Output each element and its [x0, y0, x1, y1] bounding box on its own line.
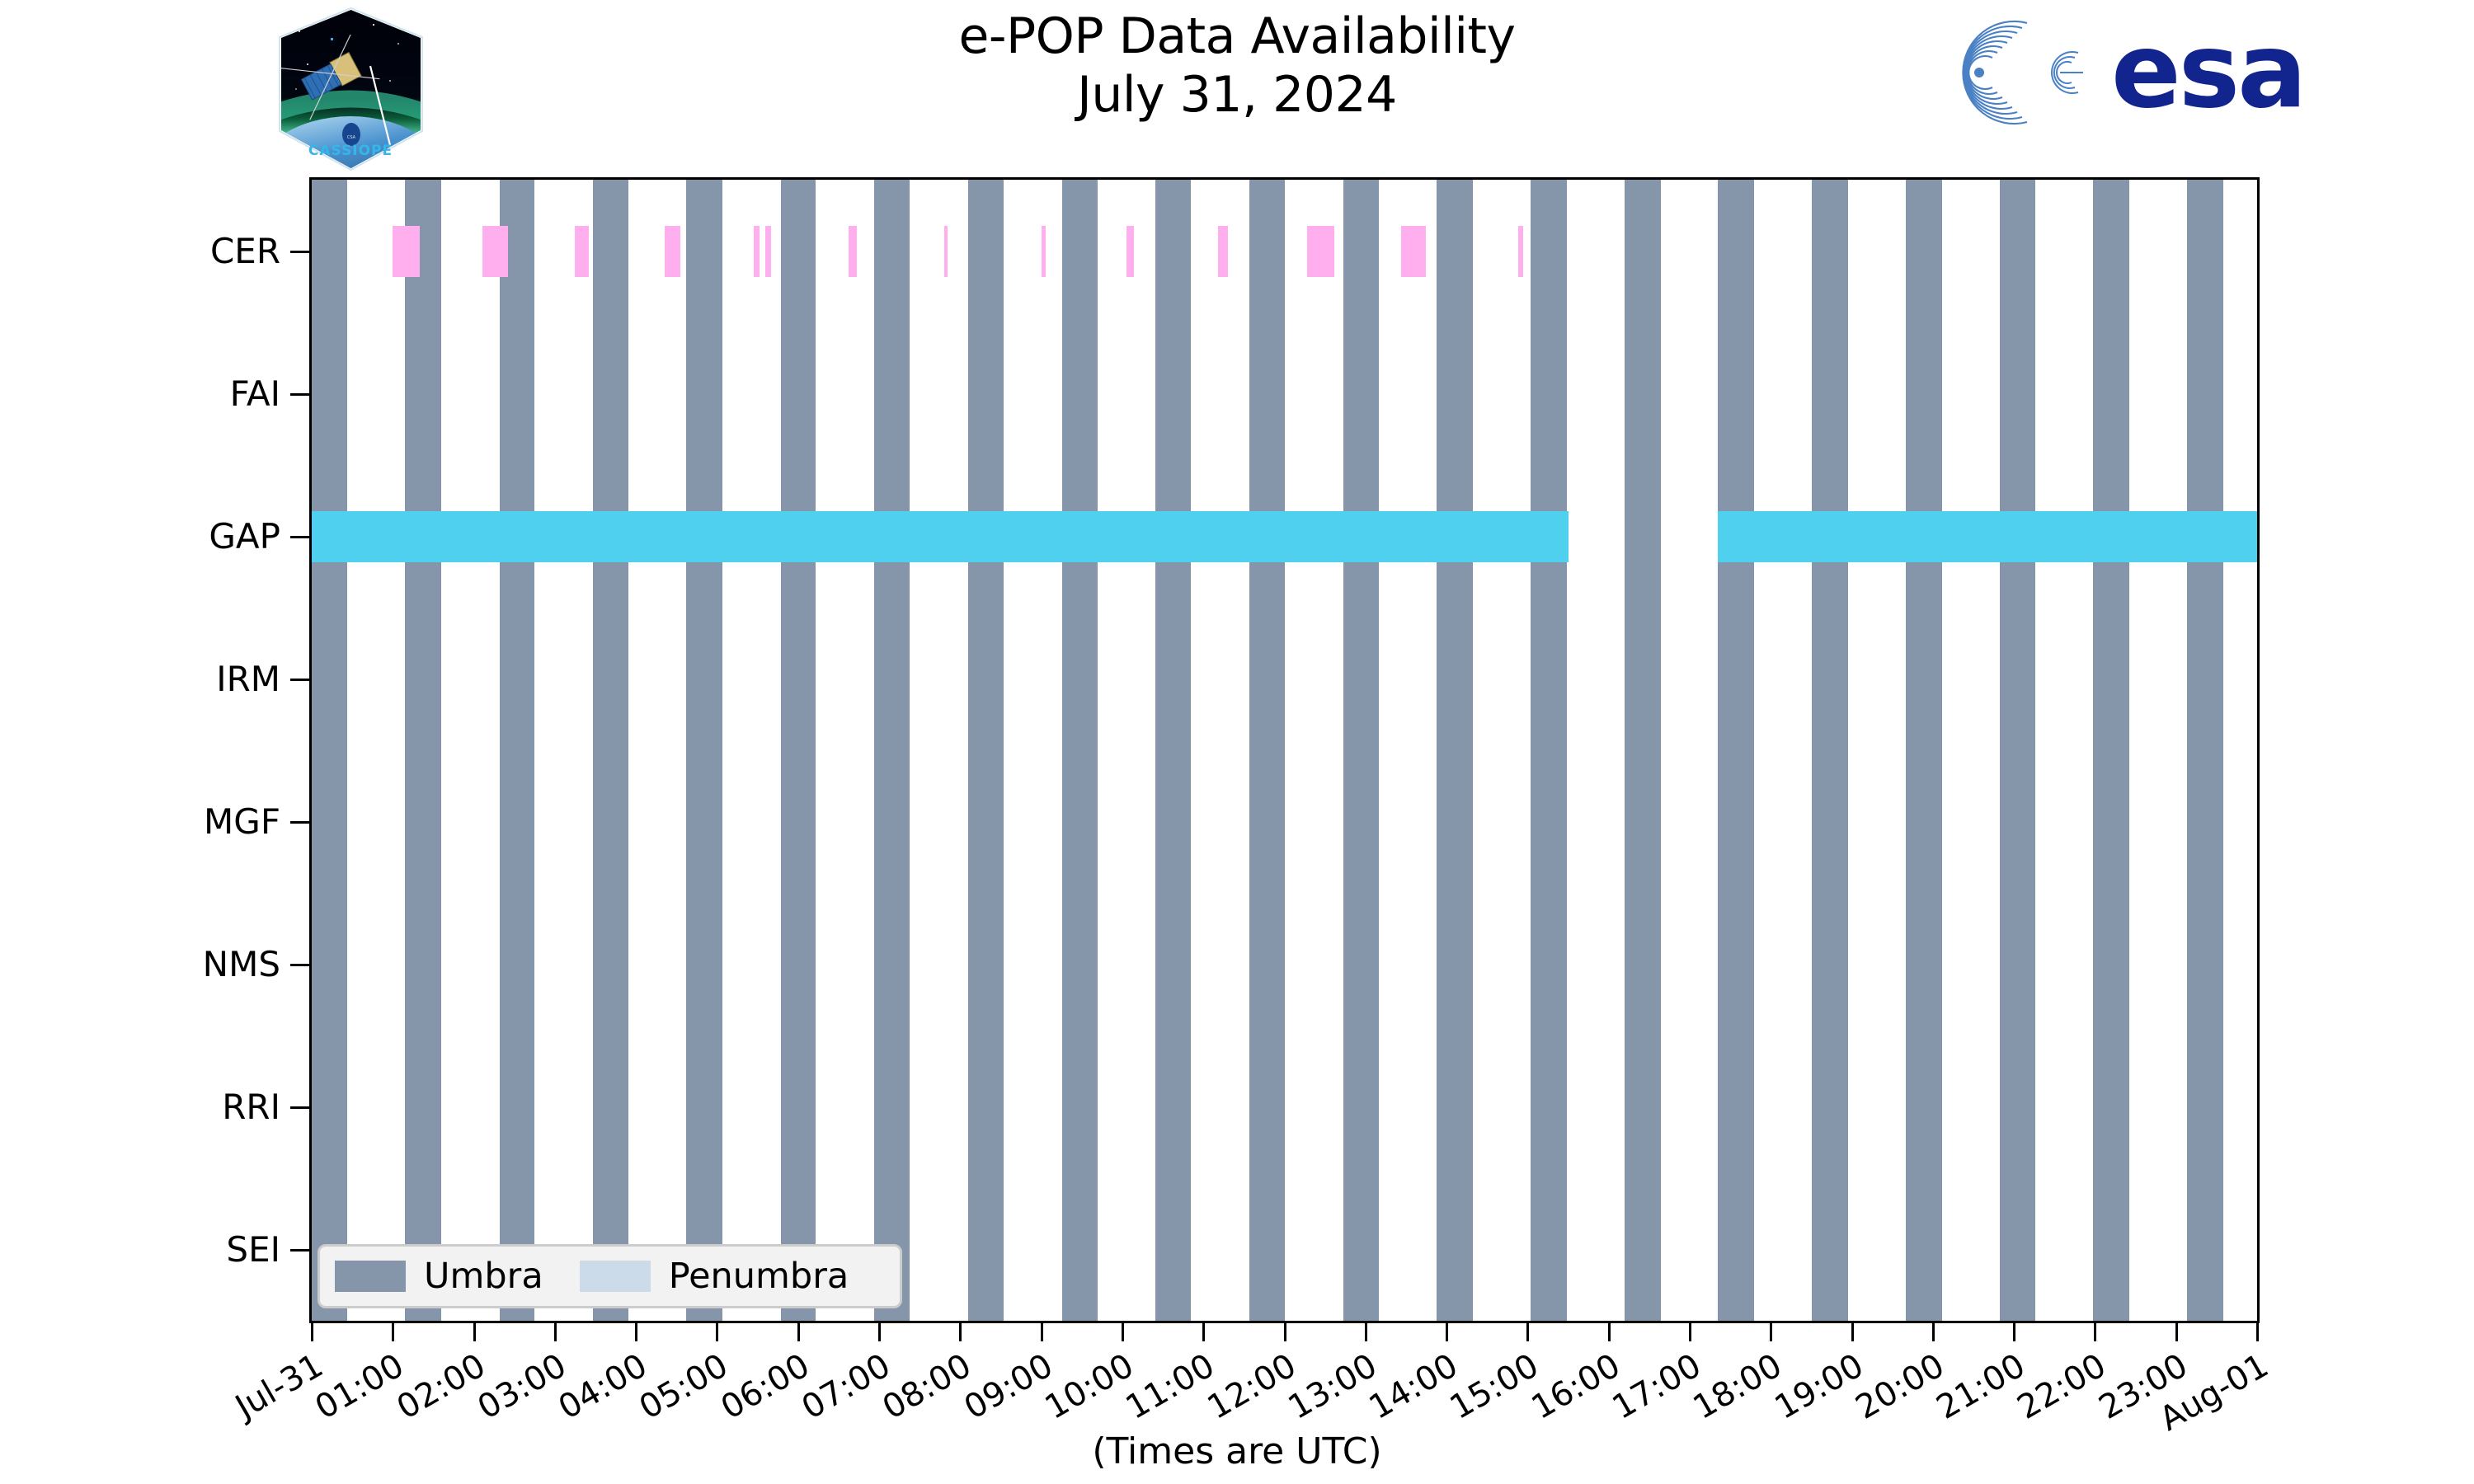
- x-tick-mark: [473, 1323, 476, 1341]
- umbra-band: [968, 180, 1004, 1321]
- y-tick-label-sei: SEI: [226, 1228, 280, 1270]
- data-interval-cer: [575, 225, 590, 277]
- x-tick-mark: [878, 1323, 882, 1341]
- umbra-band: [1531, 180, 1567, 1321]
- data-interval-cer: [1401, 225, 1426, 277]
- umbra-band: [781, 180, 816, 1321]
- page-header: CSA CASSIOPE e-POP Data Availability Jul…: [0, 0, 2474, 177]
- umbra-band: [1343, 180, 1380, 1321]
- x-tick-mark: [2256, 1323, 2259, 1341]
- page-title: e-POP Data Availability July 31, 2024: [577, 7, 1897, 124]
- y-tick-mark: [290, 820, 309, 824]
- x-tick-mark: [1688, 1323, 1691, 1341]
- umbra-band: [1155, 180, 1192, 1321]
- y-tick-label-irm: IRM: [216, 658, 280, 699]
- y-tick-label-nms: NMS: [202, 943, 280, 984]
- umbra-band: [2000, 180, 2035, 1321]
- data-interval-cer: [765, 225, 772, 277]
- x-axis-caption: (Times are UTC): [1092, 1430, 1382, 1472]
- y-tick-label-rri: RRI: [222, 1086, 280, 1127]
- data-interval-cer: [482, 225, 508, 277]
- data-interval-gap: [312, 510, 1569, 562]
- data-interval-cer: [1517, 225, 1524, 277]
- x-tick-mark: [797, 1323, 800, 1341]
- umbra-band: [405, 180, 442, 1321]
- x-tick-mark: [2013, 1323, 2016, 1341]
- umbra-band: [1812, 180, 1848, 1321]
- title-line-1: e-POP Data Availability: [958, 7, 1516, 65]
- data-interval-cer: [848, 225, 857, 277]
- legend-entry-penumbra: Penumbra: [579, 1255, 849, 1297]
- umbra-band: [2187, 180, 2223, 1321]
- x-tick-mark: [1526, 1323, 1530, 1341]
- esa-wordmark: esa: [2111, 12, 2307, 131]
- x-tick-mark: [959, 1323, 962, 1341]
- chart-legend[interactable]: Umbra Penumbra: [317, 1244, 903, 1308]
- legend-swatch-penumbra: [579, 1261, 651, 1292]
- umbra-band: [2093, 180, 2129, 1321]
- data-interval-cer: [1217, 225, 1228, 277]
- x-tick-mark: [635, 1323, 638, 1341]
- x-tick-mark: [2094, 1323, 2097, 1341]
- x-tick-mark: [1283, 1323, 1286, 1341]
- y-tick-label-gap: GAP: [209, 515, 280, 556]
- umbra-band: [1062, 180, 1098, 1321]
- esa-globe-icon: [1962, 21, 2083, 124]
- x-tick-mark: [1851, 1323, 1854, 1341]
- x-tick-mark: [1446, 1323, 1449, 1341]
- x-tick-mark: [1121, 1323, 1124, 1341]
- x-tick-mark: [716, 1323, 719, 1341]
- data-interval-cer: [1126, 225, 1134, 277]
- legend-label-umbra: Umbra: [424, 1255, 543, 1297]
- y-tick-mark: [290, 535, 309, 538]
- x-tick-mark: [1040, 1323, 1043, 1341]
- umbra-band: [1437, 180, 1473, 1321]
- umbra-band: [1718, 180, 1754, 1321]
- y-tick-mark: [290, 392, 309, 396]
- x-tick-mark: [392, 1323, 395, 1341]
- y-tick-mark: [290, 1106, 309, 1109]
- data-interval-cer: [664, 225, 681, 277]
- data-interval-cer: [1041, 225, 1046, 277]
- cassiope-hex-icon: CSA CASSIOPE: [279, 7, 423, 171]
- umbra-band: [874, 180, 910, 1321]
- y-tick-label-cer: CER: [209, 230, 280, 271]
- y-tick-mark: [290, 963, 309, 966]
- x-tick-mark: [311, 1323, 313, 1341]
- umbra-band: [500, 180, 535, 1321]
- umbra-band: [686, 180, 723, 1321]
- y-tick-mark: [290, 1248, 309, 1252]
- umbra-band: [1625, 180, 1661, 1321]
- esa-logo: esa: [1954, 15, 2334, 130]
- umbra-band: [1906, 180, 1942, 1321]
- x-tick-mark: [1770, 1323, 1773, 1341]
- legend-label-penumbra: Penumbra: [668, 1255, 849, 1297]
- x-tick-mark: [1607, 1323, 1611, 1341]
- y-tick-label-mgf: MGF: [204, 801, 280, 842]
- data-interval-gap: [1718, 510, 2257, 562]
- y-tick-label-fai: FAI: [229, 373, 280, 414]
- x-tick-mark: [1364, 1323, 1367, 1341]
- legend-entry-umbra: Umbra: [335, 1255, 543, 1297]
- data-interval-cer: [943, 225, 948, 277]
- legend-swatch-umbra: [335, 1261, 406, 1292]
- chart-plot-area: [309, 177, 2260, 1323]
- data-interval-cer: [753, 225, 760, 277]
- x-tick-mark: [553, 1323, 557, 1341]
- y-tick-mark: [290, 678, 309, 681]
- title-line-2: July 31, 2024: [1077, 66, 1397, 124]
- data-interval-cer: [393, 225, 420, 277]
- umbra-band: [1249, 180, 1286, 1321]
- x-tick-mark: [1931, 1323, 1935, 1341]
- umbra-band: [312, 180, 348, 1321]
- cassiope-wordmark: CASSIOPE: [308, 143, 393, 159]
- y-tick-mark: [290, 250, 309, 253]
- cassiope-mission-logo: CSA CASSIOPE: [275, 7, 427, 171]
- data-interval-cer: [1307, 225, 1335, 277]
- umbra-band: [593, 180, 629, 1321]
- svg-text:CSA: CSA: [347, 135, 356, 140]
- x-tick-mark: [2175, 1323, 2178, 1341]
- x-tick-mark: [1202, 1323, 1206, 1341]
